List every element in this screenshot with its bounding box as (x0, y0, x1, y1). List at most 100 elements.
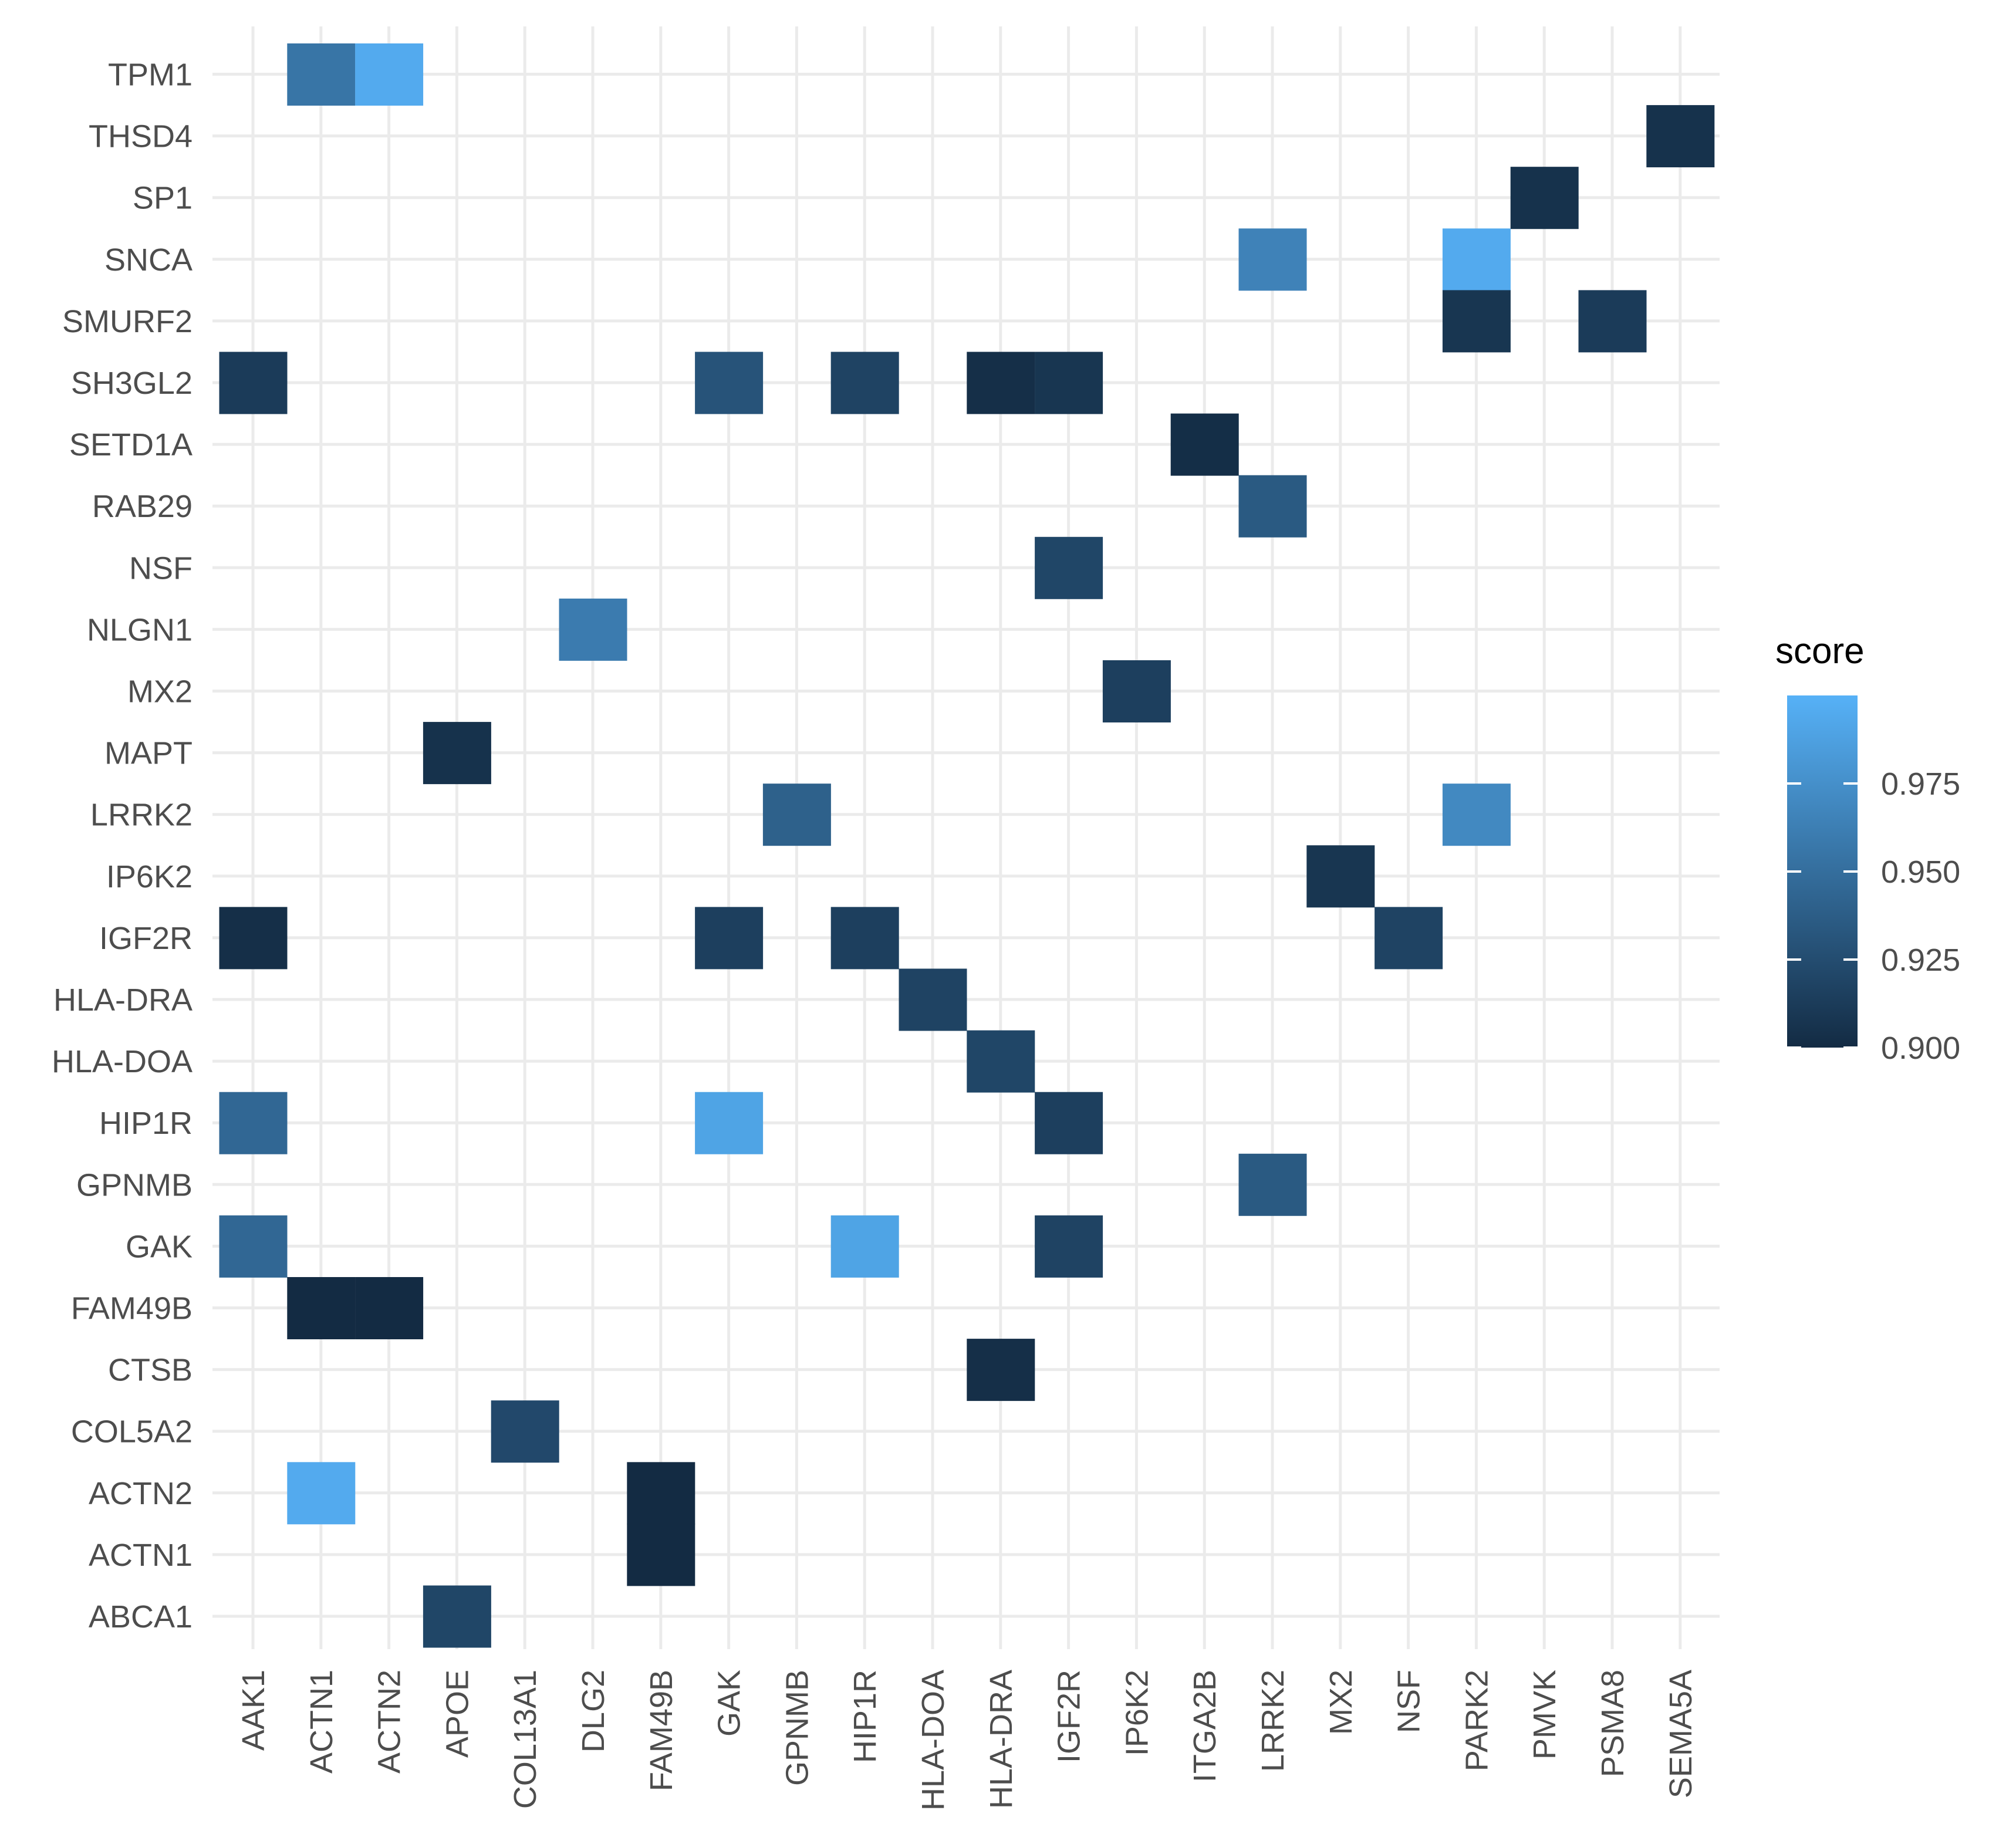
y-tick-label: ABCA1 (89, 1599, 193, 1634)
y-tick-label: ACTN1 (89, 1538, 193, 1573)
x-tick-label: HLA-DRA (984, 1670, 1019, 1809)
x-tick-label: DLG2 (576, 1670, 611, 1752)
heatmap-cell (695, 352, 764, 414)
heatmap-cell (1102, 660, 1171, 722)
y-tick-label: THSD4 (89, 119, 193, 154)
legend-tick-label: 0.900 (1881, 1031, 1960, 1066)
grid-lines (212, 26, 1720, 1649)
x-tick-label: ACTN1 (304, 1670, 339, 1774)
legend-tick-label: 0.950 (1881, 855, 1960, 890)
heatmap-cell (1035, 1092, 1103, 1154)
x-tick-label: ACTN2 (372, 1670, 407, 1774)
color-legend: score 0.900 0.925 0.950 0.975 (1775, 631, 1960, 1066)
heatmap-cell (1238, 228, 1307, 291)
y-tick-label: NLGN1 (87, 612, 193, 647)
heatmap-cell (1035, 352, 1103, 414)
y-tick-label: CTSB (108, 1353, 193, 1388)
heatmap-cell (491, 1400, 559, 1463)
heatmap-cell (219, 1092, 288, 1154)
heatmap-cell (830, 352, 899, 414)
heatmap-cell (1170, 413, 1239, 476)
y-tick-label: HIP1R (99, 1106, 193, 1141)
heatmap-cell (762, 783, 831, 846)
x-tick-label: IP6K2 (1119, 1670, 1154, 1756)
heatmap-cell (559, 598, 627, 661)
y-tick-label: GAK (126, 1229, 193, 1264)
x-tick-label: HLA-DOA (916, 1670, 951, 1811)
heatmap-cell (967, 1030, 1035, 1093)
x-tick-label: FAM49B (644, 1670, 679, 1791)
heatmap-cell (1442, 290, 1511, 353)
y-axis-labels: ABCA1 ACTN1 ACTN2 COL5A2 CTSB FAM49B GAK GPNMB H… (52, 58, 193, 1635)
heatmap-cell (219, 907, 288, 970)
y-tick-label: FAM49B (71, 1291, 193, 1326)
heatmap-cell (830, 907, 899, 970)
x-tick-label: GPNMB (779, 1670, 815, 1786)
x-tick-label: PARK2 (1459, 1670, 1494, 1771)
heatmap-cell (695, 907, 764, 970)
heatmap-cell (219, 1215, 288, 1278)
x-tick-label: GAK (712, 1670, 747, 1737)
x-tick-label: PMVK (1527, 1670, 1562, 1759)
heatmap-cell (1510, 167, 1579, 229)
x-tick-label: LRRK2 (1255, 1670, 1291, 1772)
heatmap-cell (1375, 907, 1443, 970)
x-tick-label: IGF2R (1052, 1670, 1087, 1763)
heatmap-cell (355, 1277, 424, 1339)
y-tick-label: COL5A2 (71, 1414, 193, 1450)
y-tick-label: NSF (129, 551, 193, 586)
x-tick-label: ITGA2B (1187, 1670, 1223, 1782)
y-tick-label: SMURF2 (62, 304, 193, 339)
heatmap-cell (1578, 290, 1647, 353)
x-tick-label: NSF (1392, 1670, 1427, 1733)
y-tick-label: TPM1 (108, 58, 193, 93)
heatmap-cell (1035, 536, 1103, 599)
heatmap-cell (627, 1462, 695, 1525)
x-tick-label: AAK1 (236, 1670, 271, 1751)
y-tick-label: LRRK2 (90, 798, 193, 833)
y-tick-label: GPNMB (76, 1167, 193, 1203)
y-tick-label: SETD1A (69, 427, 193, 462)
heatmap-cell (1035, 1215, 1103, 1278)
y-tick-label: IP6K2 (106, 859, 193, 894)
heatmap-cell (1306, 845, 1375, 908)
y-tick-label: ACTN2 (89, 1476, 193, 1511)
y-tick-label: HLA-DOA (52, 1044, 193, 1079)
heatmap-cell (1238, 1153, 1307, 1216)
y-tick-label: IGF2R (99, 921, 193, 956)
heatmap-cell (355, 43, 424, 106)
heatmap-cell (287, 1277, 356, 1339)
y-tick-label: MX2 (127, 674, 193, 710)
heatmap-cell (899, 968, 967, 1031)
legend-tick-label: 0.925 (1881, 943, 1960, 978)
y-tick-label: SH3GL2 (71, 366, 193, 401)
legend-title: score (1775, 631, 1865, 671)
heatmap-cell (1238, 475, 1307, 538)
heatmap-cells (219, 43, 1715, 1648)
heatmap-cell (1442, 228, 1511, 291)
y-tick-label: HLA-DRA (53, 982, 193, 1018)
heatmap-cell (967, 1339, 1035, 1401)
heatmap-cell (1646, 105, 1715, 168)
y-tick-label: SP1 (133, 181, 193, 216)
heatmap-cell (423, 1585, 491, 1648)
heatmap-cell (627, 1524, 695, 1586)
y-tick-label: MAPT (104, 736, 193, 771)
x-tick-label: MX2 (1323, 1670, 1359, 1735)
y-tick-label: SNCA (104, 242, 193, 278)
heatmap-cell (967, 352, 1035, 414)
heatmap-cell (695, 1092, 764, 1154)
heatmap-cell (423, 722, 491, 785)
heatmap-cell (287, 1462, 356, 1525)
heatmap-cell (830, 1215, 899, 1278)
x-axis-labels: AAK1 ACTN1 ACTN2 APOE COL13A1 DLG2 FAM49B GAK GP… (236, 1670, 1698, 1811)
y-tick-label: RAB29 (92, 489, 193, 524)
x-tick-label: APOE (440, 1670, 475, 1758)
heatmap-cell (219, 352, 288, 414)
heatmap-cell (287, 43, 356, 106)
legend-tick-label: 0.975 (1881, 766, 1960, 802)
x-tick-label: COL13A1 (508, 1670, 543, 1809)
x-tick-label: PSMA8 (1595, 1670, 1630, 1777)
heatmap-cell (1442, 783, 1511, 846)
